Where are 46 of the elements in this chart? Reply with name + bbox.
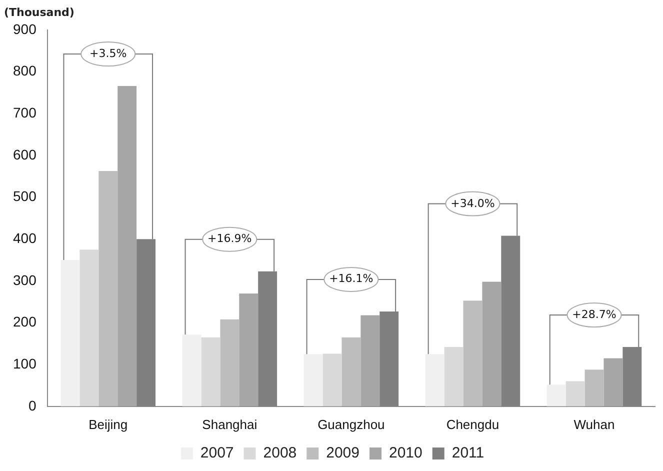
x-tick-label: Shanghai [202, 416, 258, 432]
bar [304, 354, 323, 406]
y-tick-label: 300 [13, 272, 37, 288]
y-tick-label: 800 [13, 62, 37, 79]
x-tick-label: Chengdu [446, 416, 500, 432]
y-tick-label: 400 [13, 230, 37, 246]
bar [182, 334, 202, 406]
bar [118, 86, 137, 406]
bar [444, 347, 464, 406]
bar [360, 315, 380, 406]
bar [98, 170, 118, 406]
y-tick-label: 700 [13, 104, 37, 121]
legend-label: 2009 [326, 444, 360, 462]
bar [342, 337, 361, 406]
bar [584, 370, 604, 406]
bar [463, 300, 482, 406]
y-tick-label: 0 [28, 397, 37, 414]
y-axis-title: (Thousand) [4, 6, 74, 19]
annotation: +3.5% [88, 47, 128, 62]
legend-label: 2008 [263, 444, 297, 462]
bar [546, 384, 566, 406]
y-tick-label: 900 [13, 20, 37, 37]
x-tick-label: Beijing [88, 416, 128, 432]
y-tick-label: 600 [13, 146, 37, 162]
x-tick-label: Wuhan [574, 416, 615, 432]
bar [220, 319, 240, 406]
bar [80, 250, 99, 406]
bar [425, 354, 444, 406]
bar [201, 337, 220, 406]
bar [482, 282, 502, 406]
annotation: +16.1% [328, 272, 374, 286]
bar [566, 381, 585, 406]
y-tick-label: 200 [13, 314, 37, 330]
bar [60, 260, 80, 406]
y-tick-label: 500 [13, 188, 37, 204]
legend-label: 2010 [388, 444, 422, 462]
annotation: +34.0% [450, 196, 496, 211]
bar [239, 293, 258, 406]
x-tick-label: Guangzhou [318, 416, 385, 432]
bar [322, 354, 342, 406]
annotation: +16.9% [206, 232, 253, 246]
legend-label: 2011 [452, 444, 484, 462]
bar [604, 358, 623, 406]
y-tick-label: 100 [13, 355, 37, 372]
legend-label: 2007 [200, 444, 234, 462]
annotation: +28.7% [571, 308, 618, 322]
